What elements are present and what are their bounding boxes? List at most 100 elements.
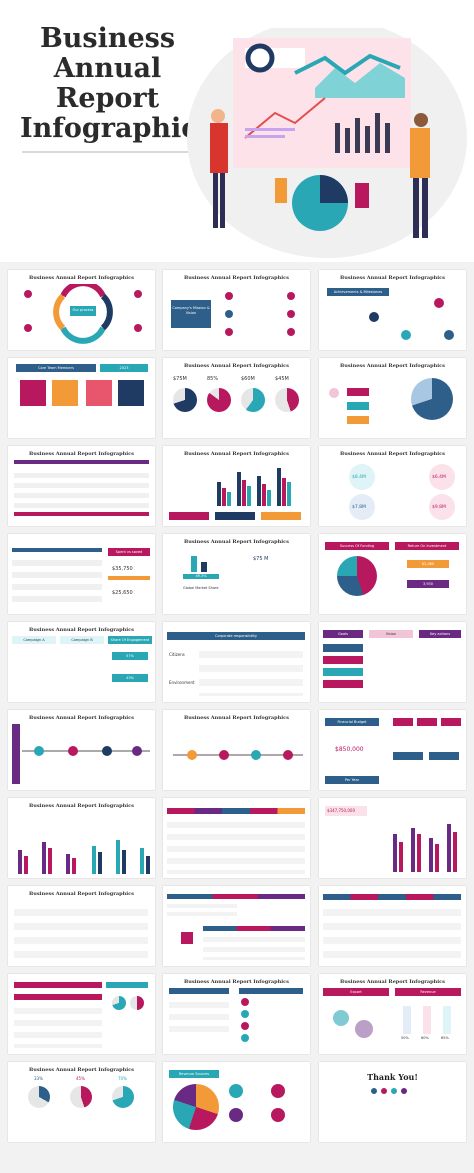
timeline-node (251, 750, 261, 760)
timeline-line (173, 754, 303, 756)
bullet-icon (225, 292, 233, 300)
team-member-card (20, 380, 46, 406)
bullet-icon (287, 328, 295, 336)
engagement-value: 43% (112, 674, 148, 682)
slide-thumb-10[interactable]: Business Annual Report Infographics $8.4… (319, 446, 466, 526)
slide-thumb-13[interactable]: Success Of Funding Return On Investment … (319, 534, 466, 614)
bubble-value: $7.8M (352, 505, 366, 510)
percent-bubble (229, 1084, 243, 1098)
slide-title: Business Annual Report Infographics (340, 275, 445, 281)
slide-thumb-5[interactable]: Core Team Members 2023 (8, 358, 155, 438)
bullet-icon (241, 1022, 249, 1030)
data-table (167, 900, 237, 918)
slide-thumb-7[interactable]: Business Annual Report Infographics (319, 358, 466, 438)
slide-thumb-18[interactable]: Business Annual Report Infographics (163, 710, 310, 790)
pie-chart (112, 996, 126, 1010)
bar (191, 556, 197, 572)
goals-header: Goals (323, 630, 363, 638)
slide-thumb-28[interactable]: Business Annual Report Infographics Expo… (319, 974, 466, 1054)
slide-thumb-4[interactable]: Business Annual Report Infographics Achi… (319, 270, 466, 350)
bar-value: 60% (421, 1036, 429, 1040)
slide-thumb-30[interactable]: Revenue Sources (163, 1062, 310, 1142)
pie-value: 70% (118, 1076, 127, 1081)
social-icon (381, 1088, 387, 1094)
bullet-icon (287, 310, 295, 318)
slide-title: Business Annual Report Infographics (340, 979, 445, 985)
slide-thumb-26[interactable] (8, 974, 155, 1054)
slide-thumb-21[interactable] (163, 798, 310, 878)
bullet-icon (225, 328, 233, 336)
bubble-value: $9.8M (432, 505, 446, 510)
hero-divider (22, 151, 190, 153)
slide-thumb-29[interactable]: Business Annual Report Infographics 33% … (8, 1062, 155, 1142)
slide-thumb-3[interactable]: Business Annual Report Infographics Comp… (163, 270, 310, 350)
csr-header: Corporate responsibility (167, 632, 305, 640)
table-header (14, 994, 102, 1000)
budget-tab (393, 752, 423, 760)
stat-value: 85% (207, 376, 219, 382)
quarter-icon (329, 388, 339, 398)
slide-thumb-19[interactable]: Financial Budget $850,000 Per Year (319, 710, 466, 790)
slide-title: Business Annual Report Infographics (29, 275, 134, 281)
percent-bubble (229, 1108, 243, 1122)
timeline-node (102, 746, 112, 756)
timeline-line (22, 750, 150, 752)
milestone-icon (401, 330, 411, 340)
csr-table (199, 644, 303, 696)
pie-chart (207, 388, 231, 412)
bar-track (443, 1006, 451, 1034)
hero-slide[interactable]: Business Annual Report Infographics (0, 0, 474, 262)
slide-thumb-2[interactable]: Business Annual Report Infographics Our … (8, 270, 155, 350)
pie-value: 33% (34, 1076, 43, 1081)
slide-thumb-6[interactable]: Business Annual Report Infographics $75M… (163, 358, 310, 438)
slide-thumb-8[interactable]: Business Annual Report Infographics (8, 446, 155, 526)
slide-thumb-16[interactable]: Goals Vision Key actions (319, 622, 466, 702)
slide-thumb-17[interactable]: Business Annual Report Infographics (8, 710, 155, 790)
summary-badge (169, 512, 209, 520)
slide-thumb-9[interactable]: Business Annual Report Infographics (163, 446, 310, 526)
pie-chart (70, 1086, 92, 1108)
stat-value: $45M (275, 376, 289, 382)
spent-label: Spent vs saved (108, 548, 150, 556)
process-cycle-diagram (24, 284, 142, 344)
slide-title: Business Annual Report Infographics (29, 451, 134, 457)
campaign-a: Campaign A (12, 636, 56, 644)
table-header (106, 982, 148, 988)
hero-title: Business Annual Report Infographics (20, 23, 213, 144)
slide-title: Business Annual Report Infographics (340, 363, 445, 369)
engagement-value: 57% (112, 652, 148, 660)
slide-thumb-22[interactable]: $347,750,000 (319, 798, 466, 878)
pie-value: 45% (76, 1076, 85, 1081)
slide-thumb-31[interactable]: Thank You! (319, 1062, 466, 1142)
slide-thumb-24[interactable] (163, 886, 310, 966)
goal-row (323, 644, 363, 652)
revenue-header: Revenue (395, 988, 461, 996)
map-bubble (355, 1020, 373, 1038)
process-label: Our process (72, 308, 94, 312)
bubble (429, 494, 455, 520)
team-header: Core Team Members (16, 364, 96, 372)
slide-thumb-23[interactable]: Business Annual Report Infographics (8, 886, 155, 966)
quarter-badge (347, 388, 369, 396)
slide-title: Business Annual Report Infographics (184, 715, 289, 721)
slide-thumb-27[interactable]: Business Annual Report Infographics (163, 974, 310, 1054)
budget-period: Per Year (325, 776, 379, 784)
social-icon (401, 1088, 407, 1094)
slide-thumb-15[interactable]: Corporate responsibility Citizens Enviro… (163, 622, 310, 702)
bullet-icon (241, 1034, 249, 1042)
slide-title: Business Annual Report Infographics (184, 451, 289, 457)
saved-value: $25,650 (112, 590, 133, 596)
pie-chart (130, 996, 144, 1010)
slide-title: Business Annual Report Infographics (184, 275, 289, 281)
total-badge (325, 806, 367, 816)
slide-thumb-12[interactable]: Business Annual Report Infographics 49.3… (163, 534, 310, 614)
slide-title: Business Annual Report Infographics (29, 803, 134, 809)
slide-thumb-25[interactable] (319, 886, 466, 966)
slide-thumb-20[interactable]: Business Annual Report Infographics (8, 798, 155, 878)
table-header (167, 894, 305, 899)
slide-thumb-14[interactable]: Business Annual Report Infographics Camp… (8, 622, 155, 702)
divider (108, 576, 150, 580)
pie-chart (112, 1086, 134, 1108)
slide-thumb-11[interactable]: Spent vs saved $35,750 $25,650 (8, 534, 155, 614)
actions-header: Key actions (419, 630, 461, 638)
